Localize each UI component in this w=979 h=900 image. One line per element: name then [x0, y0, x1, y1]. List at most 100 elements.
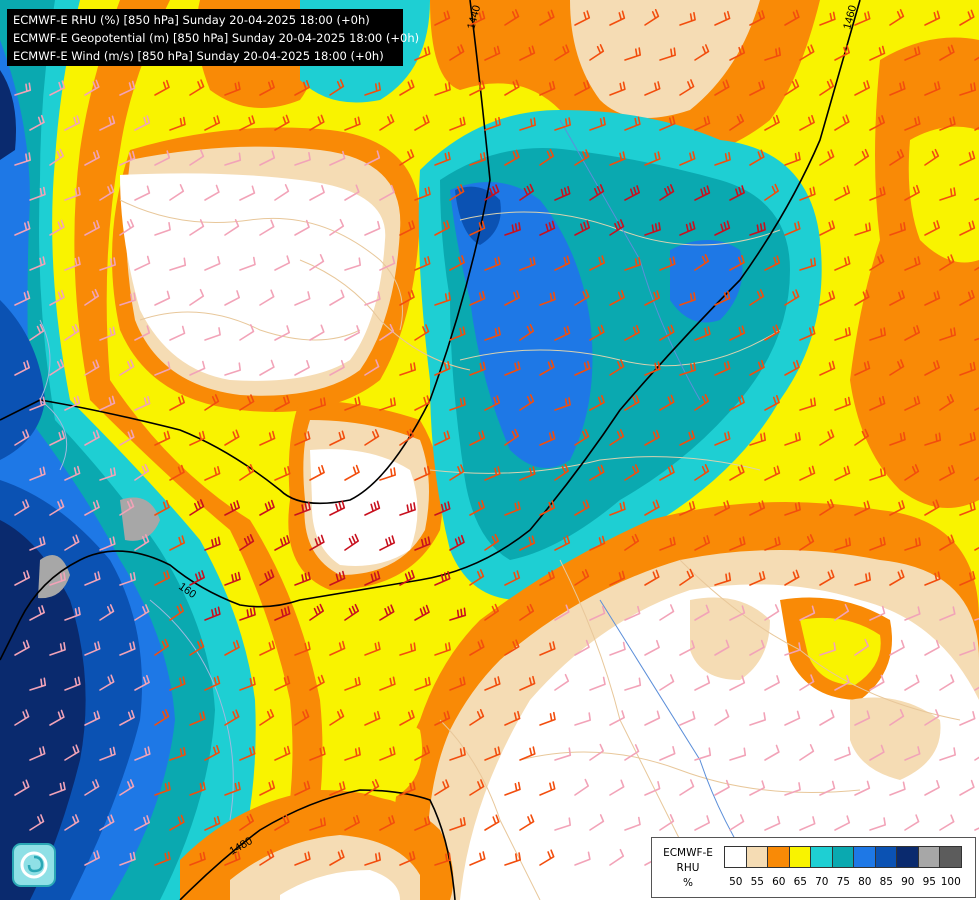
wind-barb — [679, 12, 696, 26]
wind-barb — [99, 674, 115, 691]
wind-barb — [624, 464, 640, 481]
wind-barb — [329, 218, 345, 236]
eastern-dry-region — [393, 37, 979, 900]
legend-swatch — [810, 846, 833, 868]
wind-barb — [154, 570, 170, 586]
wind-barb — [624, 257, 641, 271]
wind-barb — [154, 222, 171, 236]
wind-barb — [974, 827, 979, 831]
wind-barb — [414, 46, 431, 61]
wind-barb — [554, 463, 569, 481]
wind-barb — [469, 851, 486, 866]
wind-barb — [29, 746, 46, 761]
wind-barb — [974, 266, 979, 271]
wind-barb — [939, 254, 955, 271]
wind-barb — [414, 256, 431, 271]
wind-barb — [399, 149, 415, 166]
wind-barb — [259, 849, 275, 866]
wind-barb — [84, 850, 100, 866]
wind-barb — [819, 429, 835, 446]
wind-barb — [484, 395, 501, 411]
northwest-dry-pocket — [112, 127, 443, 590]
wind-barb — [659, 256, 676, 271]
wind-barb — [799, 674, 815, 691]
wind-barb — [924, 639, 940, 656]
wind-barb — [364, 710, 381, 726]
wind-barb — [169, 395, 185, 411]
wind-barb — [749, 432, 766, 446]
wind-barb — [624, 816, 641, 831]
wind-barb — [889, 149, 905, 166]
legend-title-variable: RHU — [676, 862, 700, 874]
wind-barb — [659, 746, 676, 761]
wind-barb — [224, 429, 240, 446]
wind-barb — [309, 465, 325, 481]
wind-barb — [309, 746, 326, 761]
wind-barb — [904, 184, 920, 201]
wind-barb — [504, 79, 520, 96]
wind-barb — [259, 219, 275, 236]
wind-barb — [764, 324, 780, 341]
wind-barb — [974, 197, 979, 201]
wind-barb — [834, 815, 851, 831]
wind-barb — [294, 152, 311, 166]
wind-barb — [189, 851, 206, 866]
wind-barb — [169, 464, 185, 481]
legend-swatch — [788, 846, 811, 868]
wind-barb — [239, 256, 256, 271]
wind-barb — [924, 220, 940, 236]
wind-barb — [679, 430, 696, 446]
wind-barb — [64, 395, 81, 411]
wind-barb — [469, 500, 485, 516]
wind-barb — [589, 605, 606, 621]
wind-barb — [974, 337, 979, 341]
wind-barb — [889, 781, 906, 796]
wind-barb — [434, 852, 451, 866]
wind-barb — [714, 709, 730, 726]
wind-barb — [119, 150, 136, 166]
legend-tick-label: 70 — [815, 876, 829, 888]
wind-barb — [939, 606, 956, 621]
wind-barb — [539, 291, 556, 306]
wind-barb — [644, 499, 660, 516]
wind-barb — [84, 429, 100, 446]
wind-barb — [679, 362, 696, 376]
wind-barb — [204, 745, 220, 761]
wind-barb — [259, 80, 275, 96]
wind-barb — [469, 10, 486, 26]
wind-barb — [224, 709, 240, 726]
wind-barb — [14, 779, 30, 796]
wind-barb — [119, 499, 135, 516]
wind-barb — [64, 676, 81, 691]
wind-barb — [644, 290, 660, 306]
wind-barb — [189, 219, 205, 236]
legend-tick-label: 55 — [750, 876, 764, 888]
wind-barb — [694, 535, 711, 551]
wind-barb — [889, 9, 905, 26]
wind-barb — [414, 324, 430, 341]
wind-barb — [554, 325, 571, 341]
wind-barb — [554, 117, 571, 131]
wind-barb — [294, 571, 311, 586]
wind-barb — [904, 256, 921, 271]
wind-barb — [939, 814, 955, 831]
wind-barb — [819, 642, 836, 656]
wind-barb — [204, 675, 221, 691]
wind-barb — [609, 779, 625, 796]
wind-barb — [554, 817, 571, 831]
wind-barb — [644, 710, 661, 726]
wind-barb — [469, 361, 486, 376]
wind-barb — [134, 534, 150, 551]
wind-barb — [869, 115, 885, 131]
wind-barb — [294, 641, 311, 656]
wind-barb — [834, 603, 850, 621]
wind-barb — [29, 466, 46, 481]
wind-barb — [189, 360, 206, 376]
wind-barb — [64, 256, 81, 271]
wind-barb — [134, 674, 150, 691]
wind-barb — [329, 570, 346, 586]
wind-barb — [14, 639, 30, 656]
wind-barb — [924, 499, 940, 516]
wind-barb — [714, 152, 731, 166]
wind-barb — [189, 79, 205, 96]
